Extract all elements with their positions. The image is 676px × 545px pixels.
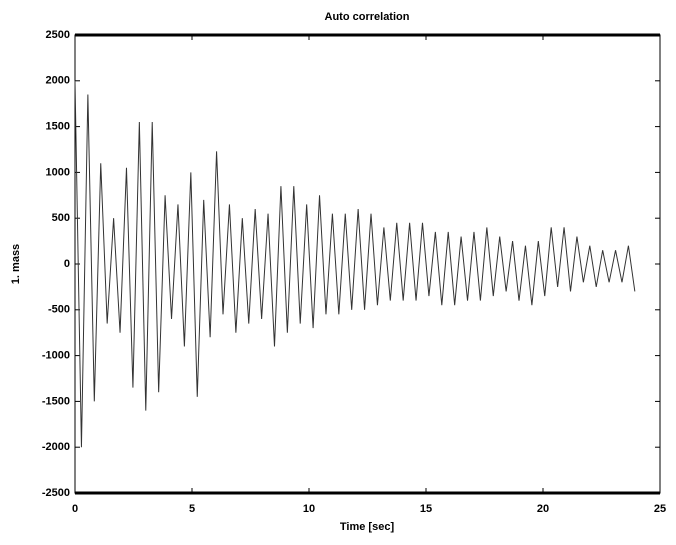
y-tick-label: 2500 xyxy=(46,29,70,41)
x-tick-label: 0 xyxy=(72,503,78,515)
y-tick-label: 0 xyxy=(64,258,70,270)
y-tick-label: -1000 xyxy=(42,350,70,362)
line-series xyxy=(74,80,636,448)
y-tick-label: 1000 xyxy=(46,166,70,178)
chart-title: Auto correlation xyxy=(325,11,410,23)
x-axis-label: Time [sec] xyxy=(340,521,395,533)
y-axis-label: 1. mass xyxy=(10,244,22,284)
x-tick-label: 15 xyxy=(420,503,432,515)
x-tick-label: 5 xyxy=(189,503,195,515)
y-tick-label: 500 xyxy=(52,212,70,224)
y-tick-label: -1500 xyxy=(42,395,70,407)
x-tick-label: 10 xyxy=(303,503,315,515)
y-tick-label: -2000 xyxy=(42,441,70,453)
x-tick-label: 25 xyxy=(654,503,666,515)
y-tick-label: 1500 xyxy=(46,121,70,133)
y-tick-label: -500 xyxy=(48,304,70,316)
x-tick-label: 20 xyxy=(537,503,549,515)
y-tick-label: 2000 xyxy=(46,75,70,87)
y-tick-label: -2500 xyxy=(42,487,70,499)
